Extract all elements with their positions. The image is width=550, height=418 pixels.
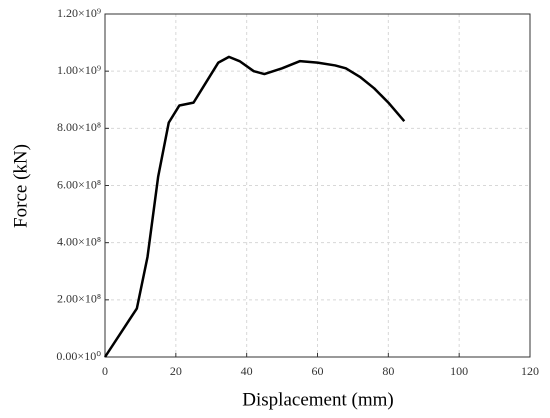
x-tick-label: 20 [170,364,182,378]
x-tick-label: 60 [312,364,324,378]
x-tick-label: 120 [521,364,539,378]
y-tick-label: 2.00×10⁸ [57,292,101,306]
x-tick-label: 80 [382,364,394,378]
y-tick-label: 0.00×10⁰ [56,349,101,363]
y-tick-label: 1.00×10⁹ [57,63,101,77]
y-axis-title: Force (kN) [10,144,31,228]
y-tick-label: 4.00×10⁸ [57,234,101,248]
x-tick-label: 100 [450,364,468,378]
y-tick-label: 1.20×10⁹ [57,6,101,20]
line [103,55,406,358]
x-tick-label: 0 [102,364,108,378]
plot-frame [104,13,531,358]
x-tick-label: 40 [241,364,253,378]
y-tick-label: 6.00×10⁸ [57,177,101,191]
y-tick-label: 8.00×10⁸ [57,120,101,134]
x-axis-title: Displacement (mm) [242,389,393,410]
